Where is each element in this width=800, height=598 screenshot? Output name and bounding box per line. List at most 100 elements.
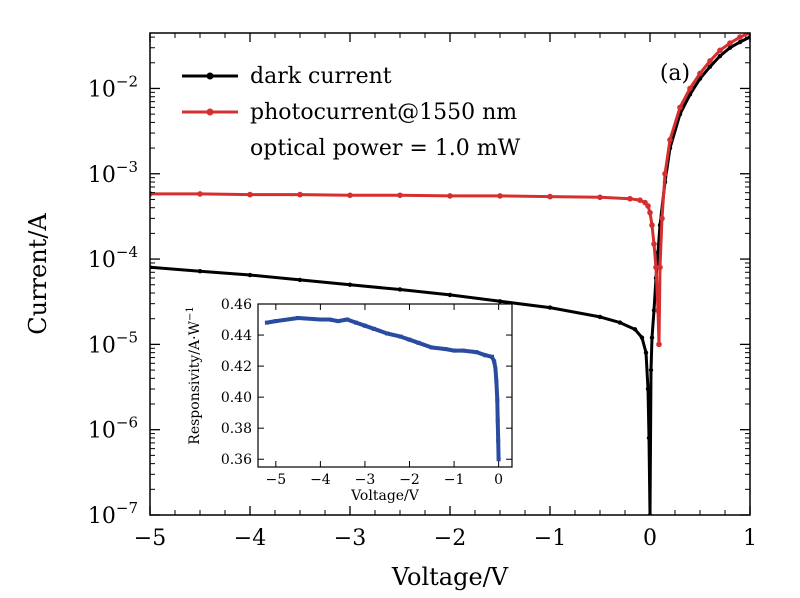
responsivity-point [483,353,488,358]
dark-current-point [639,335,645,340]
dark-current-point [347,282,353,287]
photocurrent-point [677,104,683,111]
y-tick-exponent: −5 [116,328,138,346]
inset-y-axis-title-exponent: −1 [185,306,196,321]
photocurrent-point [656,341,662,348]
y-tick-base: 10 [88,77,116,102]
dark-current-point [497,299,503,304]
responsivity-point [489,354,494,359]
photocurrent-point [597,194,603,201]
dark-current-point [297,277,303,283]
photocurrent-point [653,264,659,271]
inset-y-tick-label: 0.36 [221,452,252,468]
legend: dark current photocurrent@1550 nm optical … [182,64,521,161]
photocurrent-point [662,170,668,177]
photocurrent-point [657,264,663,271]
photocurrent-point [655,307,661,314]
photocurrent-point [717,47,723,54]
dark-current-point [397,287,403,292]
inset-x-tick-label: 0 [494,472,503,488]
x-axis-title: Voltage/V [391,563,509,591]
dark-current-point [646,435,652,441]
dark-current-point [645,386,651,392]
responsivity-point [416,340,421,345]
inset-y-tick-label: 0.42 [221,359,252,375]
dark-current-point [197,269,203,274]
photocurrent-point [247,191,253,198]
panel-label: (a) [660,61,690,86]
responsivity-point [354,320,359,325]
responsivity-point [336,319,341,324]
dark-current-point [617,320,623,325]
dark-current-point [737,39,743,45]
responsivity-point [452,348,457,353]
photocurrent-point [547,193,553,200]
inset-y-tick-label: 0.38 [221,421,252,437]
responsivity-point [385,331,390,336]
responsivity-point [496,457,501,462]
responsivity-point [327,317,332,322]
x-tick-label: −5 [134,526,166,551]
responsivity-point [345,317,350,322]
inset-y-tick-label: 0.40 [221,390,252,406]
responsivity-point [494,379,499,384]
inset-chart: −5 −4 −3 −2 −1 0 0.36 0.38 0.40 0.42 0.44 0.46 Volta… [185,297,513,504]
inset-y-tick-label: 0.44 [221,328,252,344]
y-tick-exponent: −6 [116,414,138,432]
dark-current-point [707,64,713,69]
responsivity-point [407,337,412,342]
inset-x-tick-label: −3 [355,472,376,488]
legend-entry: photocurrent@1550 nm [250,100,517,125]
responsivity-point [492,359,497,364]
dark-current-line [150,35,750,515]
photocurrent-point [397,192,403,199]
responsivity-point [371,326,376,331]
dark-current-point [643,350,649,355]
y-axis-title: Current/A [24,213,52,335]
legend-swatch-marker [206,72,214,80]
responsivity-point [496,438,501,443]
photocurrent-point [647,209,653,216]
inset-x-tick-label: −2 [399,472,420,488]
dark-current-point [547,305,553,310]
y-tick-exponent: −7 [116,499,138,517]
dark-current-point [648,367,654,373]
responsivity-point [273,319,278,324]
y-tick-base: 10 [88,419,116,444]
photocurrent-point [497,193,503,199]
responsivity-point [264,320,269,325]
x-tick-label: 1 [743,526,757,551]
dark-current-point [649,335,655,340]
y-tick-exponent: −2 [116,72,138,90]
dark-current-point [597,314,603,320]
inset-plot-frame [257,303,513,468]
photocurrent-point [687,85,693,92]
y-tick-label: 10−2 [88,72,138,102]
responsivity-point [398,334,403,339]
x-tick-label: −3 [334,526,366,551]
x-tick-label: −1 [534,526,566,551]
y-tick-base: 10 [88,248,116,273]
inset-y-axis-title-base: Responsivity/A·W [187,320,203,444]
photocurrent-point [297,191,303,198]
inset-y-axis-title: Responsivity/A·W−1 [185,306,203,444]
inset-x-axis-title: Voltage/V [350,488,420,504]
photocurrent-point [659,215,665,222]
photocurrent-point [645,203,651,209]
responsivity-point [474,350,479,355]
responsivity-point [495,398,500,403]
y-tick-exponent: −4 [116,243,138,261]
y-tick-exponent: −3 [116,158,138,176]
photocurrent-point [651,241,657,247]
dark-current-point [651,308,657,313]
legend-entry: dark current [250,64,392,89]
responsivity-point [429,345,434,350]
inset-x-tick-label: −1 [444,472,465,488]
inset-x-tick-label: −4 [310,472,331,488]
photocurrent-point [649,222,655,228]
y-tick-base: 10 [88,504,116,529]
responsivity-point [318,317,323,322]
dark-current-point [632,327,638,332]
main-series-group [150,33,750,515]
